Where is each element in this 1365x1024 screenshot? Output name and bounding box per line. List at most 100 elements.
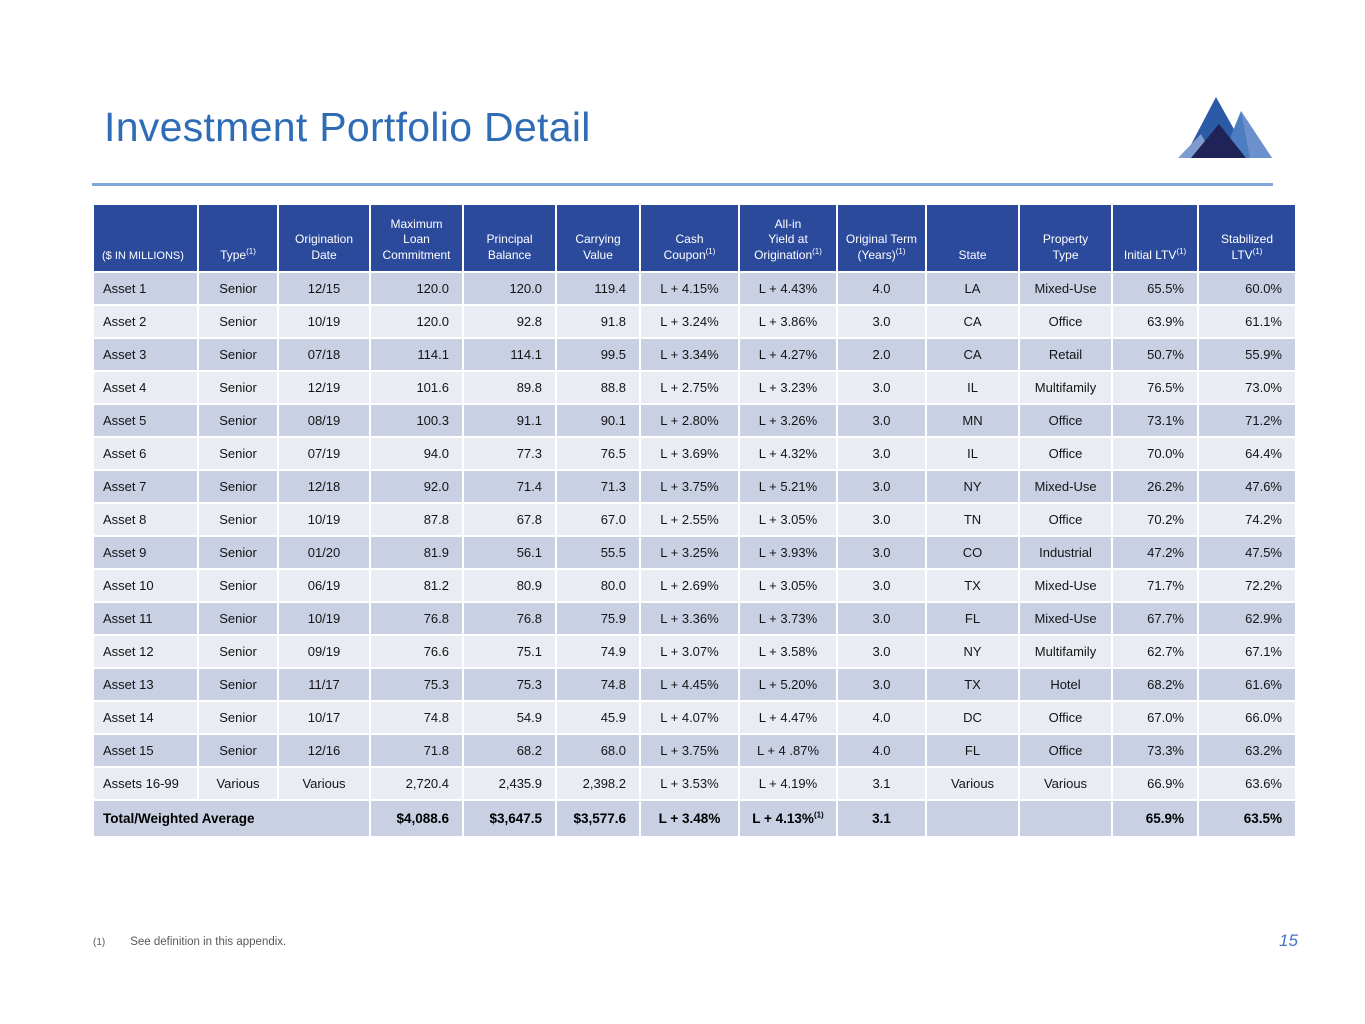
table-cell: 67.0 (555, 502, 641, 537)
column-header: Type(1) (197, 203, 279, 273)
table-cell: TX (925, 667, 1020, 702)
title-divider (92, 183, 1273, 186)
table-cell: 2,720.4 (369, 766, 464, 801)
table-cell: 74.9 (555, 634, 641, 669)
table-cell: FL (925, 733, 1020, 768)
column-header: Origination Date (277, 203, 371, 273)
table-cell: Asset 2 (92, 304, 199, 339)
table-cell: Asset 6 (92, 436, 199, 471)
table-cell: Asset 13 (92, 667, 199, 702)
table-cell: 66.9% (1111, 766, 1199, 801)
table-row: Asset 8 Senior 10/19 87.8 67.8 67.0 L + 2.55% L… (92, 502, 1297, 537)
table-cell: 63.6% (1197, 766, 1297, 801)
table-cell: L + 5.20% (738, 667, 838, 702)
table-cell: L + 3.25% (639, 535, 740, 570)
table-cell: 12/16 (277, 733, 371, 768)
table-cell: 3.0 (836, 667, 927, 702)
table-cell: 10/19 (277, 502, 371, 537)
table-cell: L + 2.69% (639, 568, 740, 603)
table-cell: 120.0 (369, 304, 464, 339)
total-row-cell (925, 799, 1020, 838)
table-cell: Asset 10 (92, 568, 199, 603)
table-cell: 81.9 (369, 535, 464, 570)
table-cell: Senior (197, 502, 279, 537)
table-cell: Various (277, 766, 371, 801)
table-cell: L + 3.23% (738, 370, 838, 405)
table-cell: 08/19 (277, 403, 371, 438)
footnote-reference: (1) (813, 810, 824, 820)
table-cell: 75.3 (369, 667, 464, 702)
table-cell: Mixed-Use (1018, 469, 1113, 504)
table-cell: L + 4 .87% (738, 733, 838, 768)
table-cell: 3.1 (836, 766, 927, 801)
table-cell: 12/18 (277, 469, 371, 504)
portfolio-table-container: ($ IN MILLIONS) Type(1) Origination Date Ma… (92, 203, 1297, 838)
table-cell: 90.1 (555, 403, 641, 438)
table-cell: 91.1 (462, 403, 557, 438)
table-cell: CA (925, 337, 1020, 372)
table-cell: 76.8 (369, 601, 464, 636)
table-cell: Asset 15 (92, 733, 199, 768)
table-cell: Senior (197, 304, 279, 339)
table-cell: FL (925, 601, 1020, 636)
table-cell: Asset 3 (92, 337, 199, 372)
table-cell: Office (1018, 502, 1113, 537)
table-cell: 77.3 (462, 436, 557, 471)
table-cell: CA (925, 304, 1020, 339)
total-row-cell: 3.1 (836, 799, 927, 838)
total-row-cell: L + 4.13%(1) (738, 799, 838, 838)
table-cell: L + 5.21% (738, 469, 838, 504)
table-cell: IL (925, 370, 1020, 405)
table-cell: Senior (197, 436, 279, 471)
table-cell: 09/19 (277, 634, 371, 669)
table-row: Asset 5 Senior 08/19 100.3 91.1 90.1 L + 2.80%… (92, 403, 1297, 438)
table-cell: Hotel (1018, 667, 1113, 702)
table-row: Asset 11 Senior 10/19 76.8 76.8 75.9 L + 3.36%… (92, 601, 1297, 636)
table-cell: Asset 9 (92, 535, 199, 570)
table-cell: 73.3% (1111, 733, 1199, 768)
table-cell: 75.9 (555, 601, 641, 636)
table-cell: 2.0 (836, 337, 927, 372)
table-cell: 3.0 (836, 370, 927, 405)
table-cell: L + 4.45% (639, 667, 740, 702)
table-cell: 54.9 (462, 700, 557, 735)
mountain-peaks-logo-icon (1178, 97, 1272, 158)
total-row-cell: 65.9% (1111, 799, 1199, 838)
table-cell: 60.0% (1197, 271, 1297, 306)
table-cell: 120.0 (462, 271, 557, 306)
table-cell: 91.8 (555, 304, 641, 339)
column-header: Cash Coupon(1) (639, 203, 740, 273)
table-cell: 3.0 (836, 535, 927, 570)
table-row: Asset 12 Senior 09/19 76.6 75.1 74.9 L + 3.07%… (92, 634, 1297, 669)
footnote-reference: (1) (812, 247, 822, 257)
footnote-reference: (1) (246, 247, 256, 257)
table-cell: 68.0 (555, 733, 641, 768)
table-cell: TX (925, 568, 1020, 603)
table-cell: 71.7% (1111, 568, 1199, 603)
table-cell: 114.1 (462, 337, 557, 372)
total-row: Total/Weighted Average $4,088.6 $3,647.5 $3… (92, 799, 1297, 838)
footnote-text: See definition in this appendix. (130, 936, 287, 948)
table-cell: L + 3.07% (639, 634, 740, 669)
column-header: ($ IN MILLIONS) (92, 203, 199, 273)
table-cell: 62.9% (1197, 601, 1297, 636)
table-cell: 70.2% (1111, 502, 1199, 537)
table-cell: Asset 12 (92, 634, 199, 669)
total-row-cell: L + 3.48% (639, 799, 740, 838)
table-cell: Various (925, 766, 1020, 801)
table-cell: Senior (197, 601, 279, 636)
footnote-reference: (1) (1176, 247, 1187, 257)
table-cell: Senior (197, 568, 279, 603)
table-cell: 73.0% (1197, 370, 1297, 405)
table-cell: Mixed-Use (1018, 568, 1113, 603)
footnote-marker: (1) (93, 937, 106, 948)
table-cell: L + 3.53% (639, 766, 740, 801)
total-row-cell: $4,088.6 (369, 799, 464, 838)
table-cell: 72.2% (1197, 568, 1297, 603)
table-cell: L + 4.19% (738, 766, 838, 801)
table-cell: Asset 4 (92, 370, 199, 405)
table-cell: L + 3.05% (738, 502, 838, 537)
table-cell: 62.7% (1111, 634, 1199, 669)
table-cell: Asset 5 (92, 403, 199, 438)
